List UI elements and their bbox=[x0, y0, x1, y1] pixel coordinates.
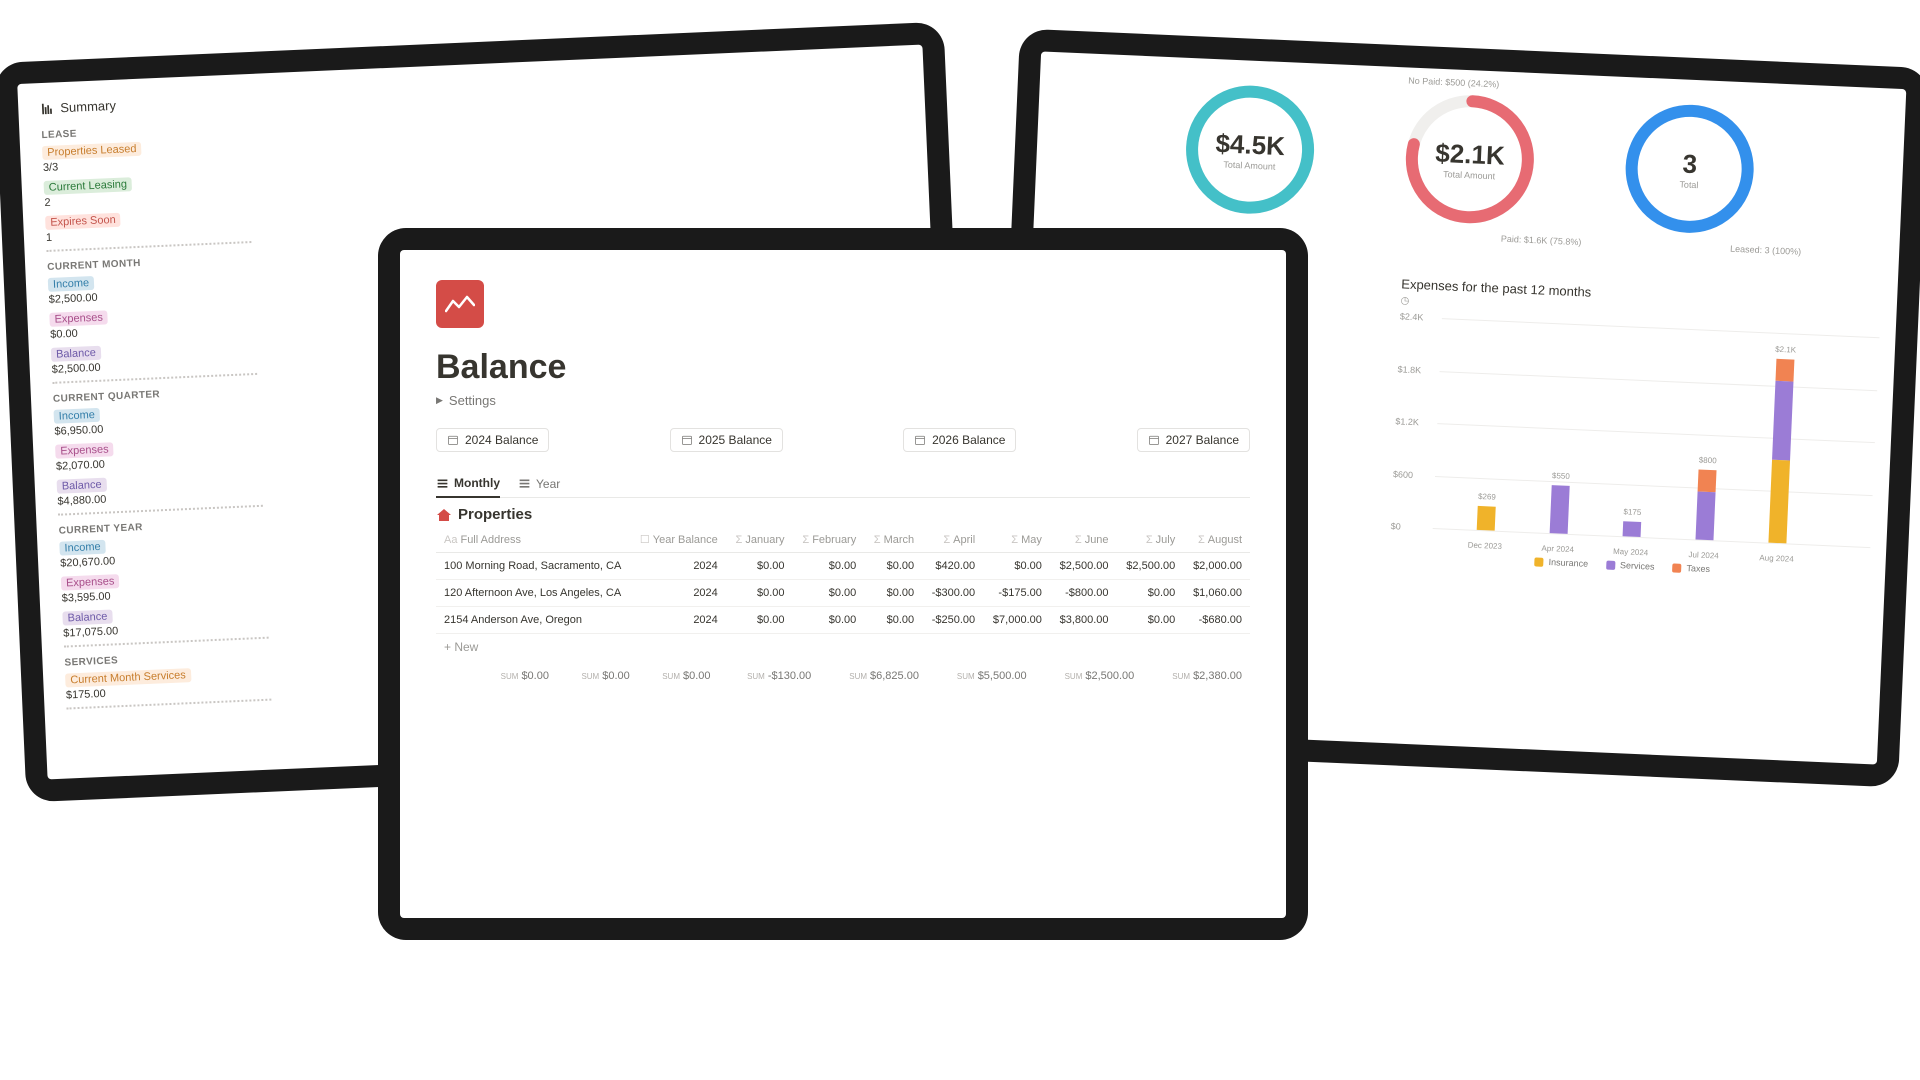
balance-tablet: Balance ▶ Settings 2024 Balance 2025 Bala… bbox=[378, 228, 1308, 940]
col-header[interactable]: ΣMarch bbox=[864, 527, 922, 553]
summary-icon bbox=[40, 101, 55, 116]
table-row[interactable]: 100 Morning Road, Sacramento, CA2024$0.0… bbox=[436, 553, 1250, 580]
year-balance-button[interactable]: 2026 Balance bbox=[903, 428, 1016, 452]
tab-year[interactable]: Year bbox=[518, 476, 560, 497]
metric-tag: Balance bbox=[57, 478, 107, 494]
bar: $2.1K bbox=[1768, 359, 1794, 543]
metric-tag: Expires Soon bbox=[45, 213, 121, 230]
bar: $175 bbox=[1622, 521, 1641, 537]
properties-table: AaFull Address☐Year BalanceΣJanuaryΣFebr… bbox=[436, 527, 1250, 634]
metric-tag: Income bbox=[59, 540, 106, 556]
table-row[interactable]: 120 Afternoon Ave, Los Angeles, CA2024$0… bbox=[436, 580, 1250, 607]
col-header[interactable]: ΣJanuary bbox=[726, 527, 793, 553]
year-balance-button[interactable]: 2025 Balance bbox=[670, 428, 783, 452]
bar: $269 bbox=[1476, 506, 1495, 530]
calendar-icon bbox=[447, 434, 459, 446]
calendar-icon bbox=[681, 434, 693, 446]
col-header[interactable]: ΣFebruary bbox=[793, 527, 865, 553]
metric-tag: Expenses bbox=[49, 310, 108, 327]
kpi-ring: No Paid: $500 (24.2%) $2.1KTotal AmountP… bbox=[1402, 91, 1538, 227]
kpi-ring: $4.5KTotal Amount bbox=[1182, 82, 1318, 218]
tab-monthly[interactable]: Monthly bbox=[436, 476, 500, 498]
metric-tag: Expenses bbox=[55, 442, 114, 459]
page-title: Balance bbox=[436, 348, 1250, 387]
metric-tag: Income bbox=[48, 276, 95, 292]
kpi-rings: $4.5KTotal Amount No Paid: $500 (24.2%) $… bbox=[1064, 77, 1875, 242]
chevron-right-icon: ▶ bbox=[436, 395, 443, 406]
col-header[interactable]: ΣAugust bbox=[1183, 527, 1250, 553]
calendar-icon bbox=[914, 434, 926, 446]
col-header[interactable]: ΣMay bbox=[983, 527, 1050, 553]
metric-tag: Income bbox=[53, 408, 100, 424]
kpi-ring: 3TotalLeased: 3 (100%) bbox=[1622, 101, 1758, 237]
metric-tag: Balance bbox=[51, 346, 101, 362]
settings-toggle[interactable]: ▶ Settings bbox=[436, 393, 1250, 408]
properties-heading: Properties bbox=[436, 506, 1250, 523]
table-row[interactable]: 2154 Anderson Ave, Oregon2024$0.00$0.00$… bbox=[436, 607, 1250, 634]
col-header[interactable]: ☐Year Balance bbox=[629, 527, 725, 553]
metric-tag: Balance bbox=[62, 609, 112, 625]
legend-item: Insurance bbox=[1534, 556, 1588, 568]
table-icon bbox=[518, 477, 531, 490]
add-row-button[interactable]: + New bbox=[436, 634, 1250, 660]
calendar-icon bbox=[1148, 434, 1160, 446]
table-icon bbox=[436, 477, 449, 490]
house-icon bbox=[436, 507, 452, 523]
col-header[interactable]: ΣJuly bbox=[1117, 527, 1184, 553]
metric-tag: Current Leasing bbox=[44, 177, 133, 195]
legend-item: Services bbox=[1606, 560, 1655, 572]
legend-item: Taxes bbox=[1672, 562, 1710, 574]
col-header[interactable]: ΣJune bbox=[1050, 527, 1117, 553]
bar: $550 bbox=[1549, 485, 1569, 534]
metric-tag: Current Month Services bbox=[65, 668, 191, 687]
year-balance-button[interactable]: 2027 Balance bbox=[1137, 428, 1250, 452]
metric-tag: Properties Leased bbox=[42, 142, 142, 160]
balance-icon bbox=[436, 280, 484, 328]
col-header[interactable]: ΣApril bbox=[922, 527, 983, 553]
year-balance-button[interactable]: 2024 Balance bbox=[436, 428, 549, 452]
bar: $800 bbox=[1695, 469, 1716, 540]
expenses-chart: Expenses for the past 12 months ◷ $0$600… bbox=[1389, 276, 1867, 580]
metric-tag: Expenses bbox=[61, 574, 120, 591]
col-header[interactable]: AaFull Address bbox=[436, 527, 629, 553]
